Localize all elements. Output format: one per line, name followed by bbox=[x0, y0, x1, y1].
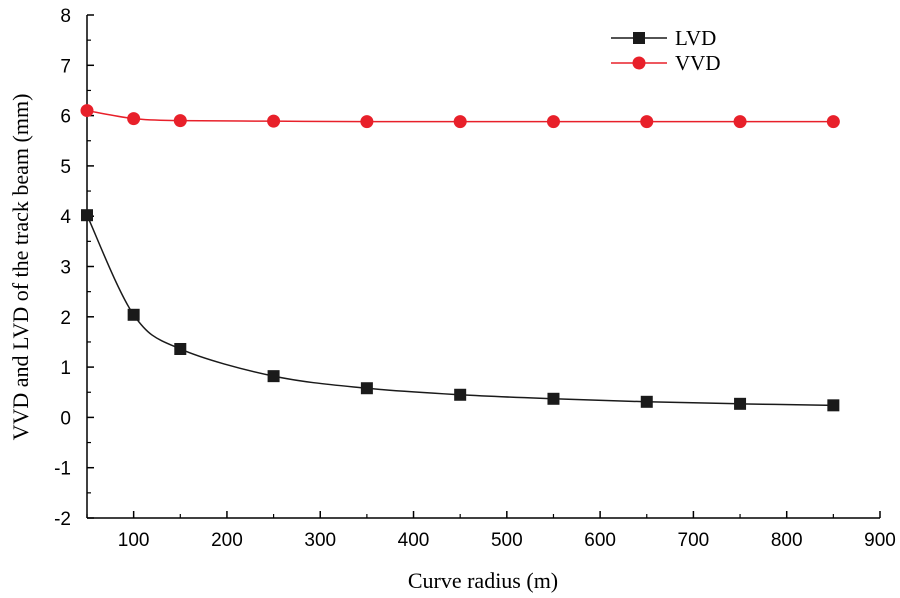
x-tick-label: 600 bbox=[584, 530, 616, 551]
legend-lvd-marker bbox=[633, 32, 645, 44]
legend-lvd-label: LVD bbox=[675, 26, 716, 50]
y-tick-label: 5 bbox=[60, 157, 71, 178]
ticks: -2 -1 0 1 2 3 4 5 6 7 8 100 200 300 400 500 600 700 800 900 bbox=[54, 6, 896, 551]
vvd-data-point bbox=[826, 115, 840, 129]
lvd-data-point bbox=[127, 308, 140, 321]
vvd-data-point bbox=[360, 115, 374, 129]
vvd-data-point bbox=[640, 115, 654, 129]
vvd-data-point bbox=[267, 114, 281, 128]
y-axis-title: VVD and LVD of the track beam (mm) bbox=[8, 94, 33, 441]
lvd-data-point bbox=[734, 397, 747, 410]
y-tick-label: 1 bbox=[60, 358, 71, 379]
vvd-data-point bbox=[173, 114, 187, 128]
lvd-data-point bbox=[547, 392, 560, 405]
lvd-data-point bbox=[827, 399, 840, 412]
x-tick-label: 800 bbox=[771, 530, 803, 551]
x-axis-title: Curve radius (m) bbox=[408, 568, 558, 593]
lvd-data-point bbox=[640, 395, 653, 408]
vvd-data-point bbox=[546, 115, 560, 129]
lvd-series-line bbox=[86, 214, 834, 407]
y-tick-label: 6 bbox=[60, 107, 71, 128]
vvd-data-point bbox=[127, 112, 141, 126]
x-tick-label: 200 bbox=[211, 530, 243, 551]
vvd-series-line bbox=[86, 109, 834, 123]
lvd-data-point bbox=[81, 209, 93, 222]
y-tick-label: 7 bbox=[60, 56, 71, 77]
lvd-data-point bbox=[174, 342, 187, 355]
lvd-data-point bbox=[360, 382, 373, 395]
y-tick-label: 4 bbox=[60, 207, 71, 228]
y-tick-label: 0 bbox=[60, 408, 71, 429]
y-tick-label: -2 bbox=[54, 509, 71, 530]
y-tick-label: 3 bbox=[60, 258, 71, 279]
x-tick-label: 900 bbox=[864, 530, 896, 551]
y-tick-label: 2 bbox=[60, 308, 71, 329]
legend-vvd-marker bbox=[632, 56, 646, 70]
axes bbox=[86, 15, 880, 519]
legend-vvd-label: VVD bbox=[675, 51, 721, 75]
vvd-data-point bbox=[733, 115, 747, 129]
x-tick-label: 100 bbox=[118, 530, 150, 551]
lvd-data-point bbox=[267, 370, 280, 383]
y-tick-label: -1 bbox=[54, 459, 71, 480]
lvd-data-point bbox=[454, 388, 467, 401]
vvd-data-point bbox=[453, 115, 467, 129]
x-tick-label: 700 bbox=[678, 530, 710, 551]
x-tick-label: 300 bbox=[304, 530, 336, 551]
x-tick-label: 500 bbox=[491, 530, 523, 551]
series-layer bbox=[80, 104, 840, 412]
y-tick-label: 8 bbox=[60, 6, 71, 27]
vvd-data-point bbox=[80, 104, 94, 118]
x-tick-label: 400 bbox=[398, 530, 430, 551]
